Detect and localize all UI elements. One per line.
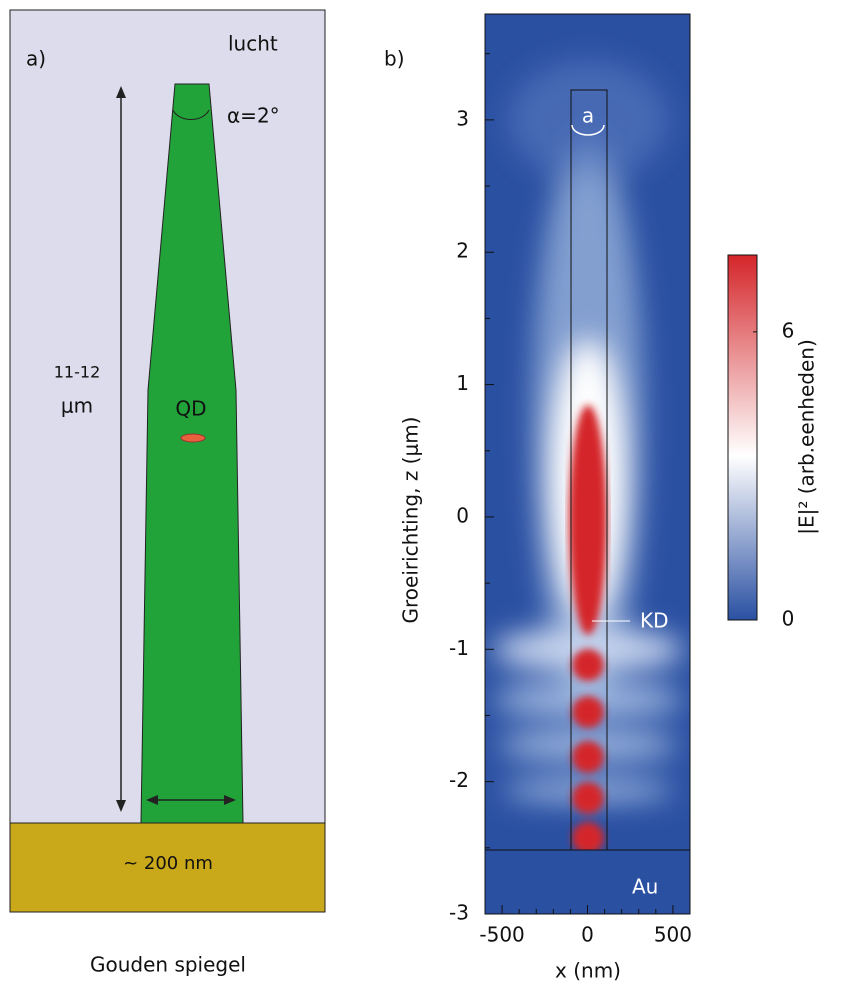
y-tick-label: 2 [456,239,469,263]
x-axis-label: x (nm) [555,959,621,983]
qd-label: QD [175,397,206,421]
colorbar-label: |E|² (arb.eenheden) [795,339,819,535]
field-map [485,14,690,914]
y-tick-label: -1 [449,636,469,660]
page: {"panel_a": {"label": "a)", "medium": "l… [0,0,841,993]
y-tick-label: -3 [449,901,469,925]
y-tick-label: 1 [456,371,469,395]
colorbar-tick-label: 6 [782,318,795,342]
au-annotation: Au [632,875,658,899]
length-label: 11-12 [54,363,101,382]
angle-label: α=2° [227,104,280,128]
quantum-dot [181,434,205,442]
colorbar [728,255,757,620]
angle-annotation: a [582,104,594,128]
y-tick-label: 0 [456,503,469,527]
panel-label: b) [384,47,405,71]
colorbar-tick-label: 0 [782,607,795,631]
caption: Gouden spiegel [90,953,246,977]
length-unit: μm [61,394,93,418]
y-tick-label: -2 [449,768,469,792]
x-tick-label: -500 [479,923,524,947]
base-width-label: ~ 200 nm [123,853,213,874]
x-tick-label: 0 [581,923,594,947]
figure: a) lucht α=2° 11-12 μm QD ~ 200 nm Goude… [0,0,841,993]
panel-label: a) [26,47,46,71]
kd-annotation: KD [640,609,669,633]
gold-region [485,850,690,914]
x-tick-label: 500 [654,923,692,947]
y-axis-label: Groeirichting, z (μm) [399,417,423,624]
y-tick-label: 3 [456,106,469,130]
medium-label: lucht [228,32,278,56]
